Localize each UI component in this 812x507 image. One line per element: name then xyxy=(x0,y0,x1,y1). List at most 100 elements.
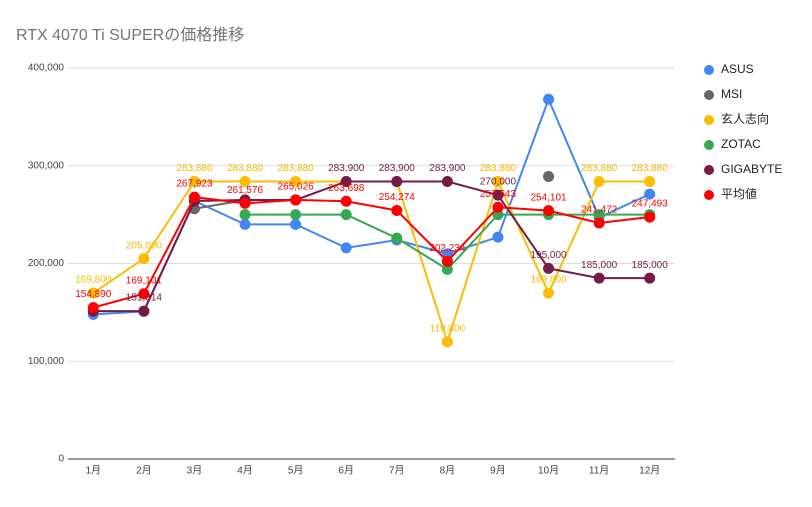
data-point xyxy=(188,176,200,188)
data-label: 241,472 xyxy=(581,205,618,216)
data-point xyxy=(644,272,656,284)
data-point xyxy=(188,191,200,203)
series-line xyxy=(93,180,650,313)
data-point xyxy=(138,305,150,317)
data-point xyxy=(290,209,302,221)
data-label: 261,576 xyxy=(227,185,264,196)
x-tick-label: 9月 xyxy=(490,465,506,477)
data-label: 202,234 xyxy=(429,243,466,254)
data-point xyxy=(239,209,251,221)
data-label: 263,698 xyxy=(328,183,365,194)
data-point xyxy=(644,188,656,200)
x-tick-label: 8月 xyxy=(440,465,456,477)
y-tick-label: 0 xyxy=(58,454,64,465)
data-label: 270,000 xyxy=(480,177,517,188)
data-point xyxy=(492,231,504,243)
data-label: 247,493 xyxy=(632,199,669,210)
legend-marker xyxy=(704,65,714,75)
data-point xyxy=(492,201,504,213)
data-label: 283,900 xyxy=(429,163,466,174)
y-tick-label: 100,000 xyxy=(28,356,65,367)
data-label: 283,880 xyxy=(227,163,264,174)
data-point xyxy=(543,287,555,299)
data-label: 205,000 xyxy=(126,240,163,251)
data-point xyxy=(138,253,150,265)
legend-label: 平均値 xyxy=(721,186,757,201)
legend-label: ASUS xyxy=(721,62,754,76)
data-point xyxy=(340,175,352,187)
data-label: 267,923 xyxy=(176,179,213,190)
data-point xyxy=(239,218,251,230)
data-point xyxy=(543,205,555,217)
data-label: 283,880 xyxy=(480,163,517,174)
data-point xyxy=(391,232,403,244)
data-point xyxy=(290,218,302,230)
data-point xyxy=(239,176,251,188)
data-point xyxy=(441,336,453,348)
x-tick-label: 12月 xyxy=(639,465,660,477)
data-point xyxy=(593,217,605,229)
data-point xyxy=(340,209,352,221)
data-point xyxy=(593,272,605,284)
data-point xyxy=(340,195,352,207)
x-tick-label: 3月 xyxy=(187,465,203,477)
legend-label: 玄人志向 xyxy=(721,111,769,126)
legend-marker xyxy=(704,140,714,150)
data-label: 169,101 xyxy=(126,275,163,286)
data-point xyxy=(340,242,352,254)
x-tick-label: 5月 xyxy=(288,465,304,477)
data-label: 254,101 xyxy=(530,192,567,203)
data-point xyxy=(391,204,403,216)
data-label: 257,543 xyxy=(480,189,517,200)
data-point xyxy=(87,302,99,314)
data-point xyxy=(543,262,555,274)
data-point xyxy=(543,93,555,105)
data-label: 283,880 xyxy=(278,163,315,174)
data-label: 154,890 xyxy=(75,289,112,300)
data-label: 169,800 xyxy=(75,275,112,286)
legend-label: GIGABYTE xyxy=(721,162,782,176)
data-point xyxy=(441,263,453,275)
x-tick-label: 7月 xyxy=(389,465,405,477)
data-point xyxy=(441,248,453,260)
data-point xyxy=(644,176,656,188)
x-tick-label: 1月 xyxy=(86,465,102,477)
x-tick-label: 11月 xyxy=(589,465,609,477)
legend-marker xyxy=(704,190,714,200)
data-label: 283,880 xyxy=(176,163,213,174)
y-tick-label: 200,000 xyxy=(28,258,65,269)
data-point xyxy=(290,194,302,206)
data-label: 254,274 xyxy=(379,192,416,203)
legend-marker xyxy=(704,90,714,100)
data-label: 283,900 xyxy=(379,163,416,174)
data-point xyxy=(593,209,605,221)
data-label: 283,900 xyxy=(328,163,365,174)
data-label: 185,000 xyxy=(632,260,669,271)
legend-label: ZOTAC xyxy=(721,137,761,151)
data-label: 119,800 xyxy=(430,324,466,335)
legend-marker xyxy=(704,165,714,175)
series-line xyxy=(93,196,650,309)
x-tick-label: 10月 xyxy=(538,465,559,477)
data-label: 169,800 xyxy=(530,275,567,286)
data-point xyxy=(290,176,302,188)
data-point xyxy=(492,189,504,201)
chart-title: RTX 4070 Ti SUPERの価格推移 xyxy=(16,26,244,44)
data-point xyxy=(644,211,656,223)
data-point xyxy=(441,175,453,187)
data-point xyxy=(87,287,99,299)
data-label: 283,880 xyxy=(632,163,669,174)
data-point xyxy=(492,176,504,188)
data-point xyxy=(593,176,605,188)
x-tick-label: 4月 xyxy=(237,465,253,477)
data-label: 283,880 xyxy=(581,163,618,174)
data-label: 151,314 xyxy=(126,293,163,304)
data-label: 195,000 xyxy=(530,250,567,261)
data-point xyxy=(441,255,453,267)
y-tick-label: 300,000 xyxy=(28,160,65,171)
x-tick-label: 2月 xyxy=(136,465,152,477)
legend-label: MSI xyxy=(721,87,742,101)
legend-marker xyxy=(704,115,714,125)
y-tick-label: 400,000 xyxy=(28,63,65,74)
